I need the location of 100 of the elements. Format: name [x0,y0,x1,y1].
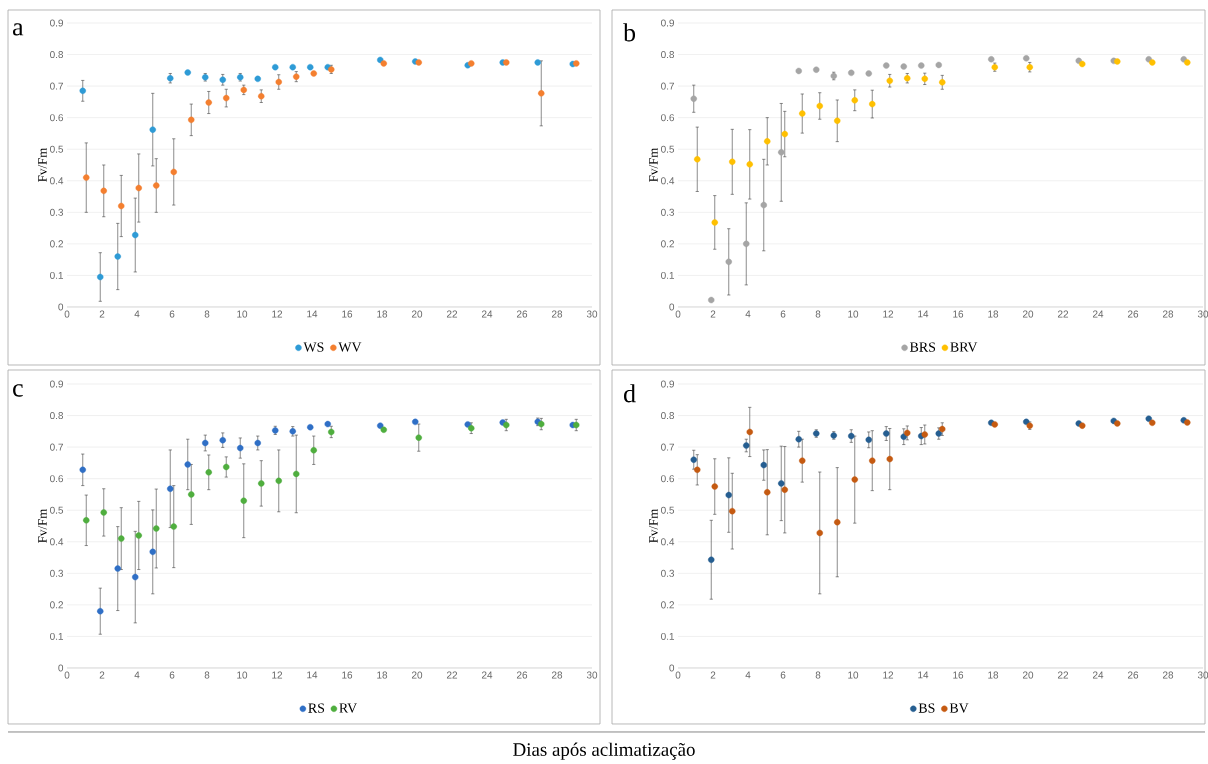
x-tick-label: 20 [411,671,423,679]
x-tick-label: 16 [342,671,353,679]
legend-label: WS [303,342,324,352]
y-tick-label: 0.4 [50,538,64,546]
x-tick-label: 14 [307,310,318,318]
y-tick-label: 0.7 [50,443,63,451]
point [865,70,872,77]
y-tick-label: 0.4 [661,538,675,546]
x-tick-label: 10 [237,671,248,679]
x-tick-label: 6 [169,671,175,679]
x-tick-label: 8 [204,310,210,318]
x-tick-label: 26 [516,671,528,679]
x-tick-label: 30 [586,671,598,679]
x-tick-label: 0 [64,671,70,679]
x-tick-label: 26 [1127,310,1139,318]
x-tick-label: 8 [815,671,821,679]
x-tick-label: 24 [481,310,493,318]
point [900,63,907,70]
x-tick-label: 4 [134,310,140,318]
point [813,66,820,73]
point [1114,58,1121,65]
chart-title: d [624,384,636,403]
point [918,62,925,69]
legend-label: BRS [909,342,936,352]
y-axis-title: Fv/Fm [649,508,658,543]
y-tick-label: 0.9 [661,380,675,388]
y-tick-label: 0 [669,664,675,672]
y-tick-label: 0.3 [50,569,64,577]
y-tick-label: 0.3 [50,208,64,216]
x-tick-label: 18 [988,310,999,318]
x-tick-label: 8 [204,671,210,679]
point [1023,55,1030,62]
y-tick-label: 0.9 [50,19,64,27]
x-tick-label: 14 [918,310,929,318]
legend-label: BV [949,703,969,713]
point [272,63,279,71]
y-axis-title: Fv/Fm [38,508,47,543]
x-tick-label: 12 [272,671,283,679]
x-tick-label: 28 [551,310,563,318]
point [1184,59,1191,66]
legend-label: RS [308,703,325,713]
y-tick-label: 0.9 [50,380,64,388]
point [380,426,387,433]
x-tick-label: 16 [953,310,964,318]
point [503,59,510,66]
y-tick-label: 0.5 [661,506,675,514]
x-tick-label: 20 [1022,671,1034,679]
x-tick-label: 6 [169,310,175,318]
y-tick-label: 0.3 [661,569,675,577]
x-tick-label: 18 [988,671,999,679]
x-tick-label: 26 [1127,671,1139,679]
x-tick-label: 12 [883,310,894,318]
point [1079,422,1086,429]
point [708,296,715,304]
x-tick-label: 30 [1197,671,1208,679]
point [412,418,419,426]
x-tick-label: 8 [815,310,821,318]
point [307,63,314,71]
x-tick-label: 0 [64,310,70,318]
x-tick-label: 16 [342,310,353,318]
x-tick-label: 20 [411,310,423,318]
y-tick-label: 0.9 [661,19,675,27]
point [795,67,802,75]
x-tick-label: 4 [134,671,140,679]
x-tick-label: 14 [307,671,318,679]
chart-title: c [13,384,23,397]
x-tick-label: 2 [99,310,105,318]
y-tick-label: 0.8 [661,51,675,59]
legend-label: BS [918,703,935,713]
y-tick-label: 0.4 [661,177,675,185]
point [307,424,314,431]
x-tick-label: 2 [710,671,716,679]
point [289,63,296,71]
x-tick-label: 28 [1162,671,1174,679]
x-tick-label: 28 [551,671,563,679]
point [573,60,580,67]
chart-title: b [623,23,636,42]
y-tick-label: 0.5 [50,145,64,153]
y-axis-title: Fv/Fm [38,147,47,182]
point [935,61,942,69]
y-tick-label: 0.8 [661,412,675,420]
y-tick-label: 0.1 [50,632,64,640]
y-tick-label: 0.7 [661,82,674,90]
y-tick-label: 0.1 [661,632,675,640]
x-tick-label: 26 [516,310,528,318]
x-tick-label: 12 [272,310,283,318]
point [1149,59,1156,66]
point [468,60,475,67]
y-tick-label: 0 [58,664,64,672]
point [184,69,191,76]
y-tick-label: 0.6 [50,114,64,122]
point [1079,60,1086,68]
x-tick-label: 22 [446,671,458,679]
y-tick-label: 0.6 [661,475,675,483]
x-tick-label: 6 [780,310,786,318]
x-tick-label: 18 [377,310,388,318]
x-tick-label: 24 [1092,671,1104,679]
y-tick-label: 0.1 [661,271,675,279]
y-tick-label: 0.2 [661,240,674,248]
x-tick-label: 2 [710,310,716,318]
